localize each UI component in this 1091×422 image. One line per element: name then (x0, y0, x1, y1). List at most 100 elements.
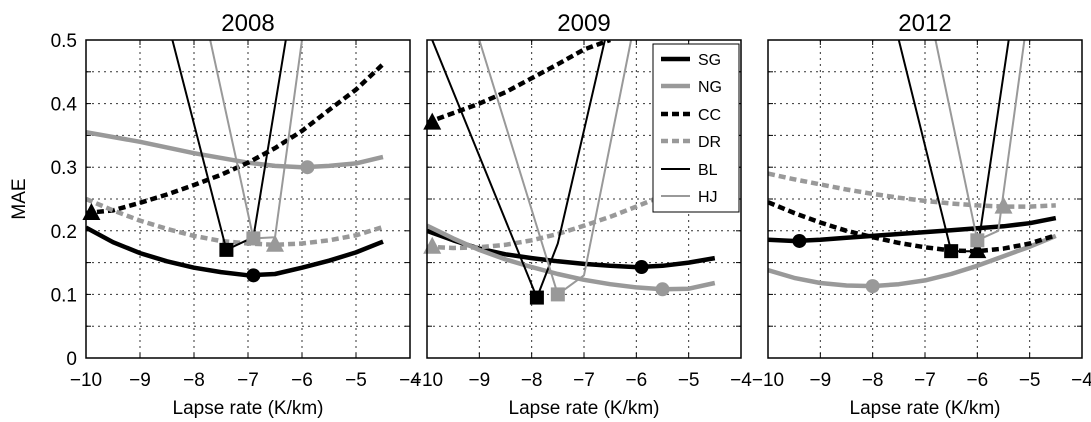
grid-2008 (85, 39, 411, 359)
legend-entry-sg: SG (661, 52, 721, 69)
y-axis-label: MAE (9, 178, 30, 219)
x-tick-label: −7 (914, 370, 936, 391)
min-marker-hj (970, 233, 985, 248)
legend-entry-ng: NG (661, 79, 722, 96)
panel-2012: −10 −9 −8 −7 −6 −5 −4 2012 Lapse rate (K/km) (752, 10, 1091, 419)
min-marker-sg (792, 233, 807, 248)
min-marker-bl (219, 242, 234, 257)
min-marker-sg (246, 268, 261, 283)
legend-entry-cc: CC (661, 107, 721, 124)
legend-entry-hj: HJ (661, 189, 718, 206)
y-tick-label: 0 (66, 349, 77, 370)
legend-label-ng: NG (698, 79, 722, 96)
series-line-dr (86, 196, 384, 248)
x-tick-label: −6 (625, 370, 647, 391)
series-line-bl (897, 40, 1010, 253)
y-tick-label: 0.1 (51, 285, 77, 306)
legend-label-hj: HJ (698, 189, 718, 206)
min-markers-2008 (82, 160, 315, 283)
panel-2008: −10 −9 −8 −7 −6 −5 −4 0 0.1 0.2 0.3 0.4 0.5 2008 La… (9, 10, 421, 419)
x-tick-label: −9 (468, 370, 490, 391)
panel-title-2012: 2012 (898, 10, 951, 37)
series-line-hj (478, 40, 633, 296)
series-line-cc (427, 40, 611, 125)
x-tick-label: −6 (291, 370, 313, 391)
x-tick-label: −9 (129, 370, 151, 391)
plot-frame-2008 (85, 39, 411, 359)
x-tick-label: −9 (809, 370, 831, 391)
legend-label-bl: BL (698, 162, 718, 179)
series-line-cc (86, 62, 385, 216)
x-axis-label-2008: Lapse rate (K/km) (173, 398, 324, 419)
plot-frame-2012 (767, 39, 1083, 359)
x-tick-label: −4 (1071, 370, 1091, 391)
x-tick-label: −5 (1019, 370, 1041, 391)
series-lines-2008 (86, 40, 385, 278)
series-line-bl (431, 40, 606, 299)
min-marker-ng (655, 282, 670, 297)
x-tick-label: −8 (183, 370, 205, 391)
min-marker-ng (865, 279, 880, 294)
x-tick-label: −10 (752, 370, 784, 391)
plot-frame-2009 (426, 39, 742, 359)
min-marker-bl (529, 290, 544, 305)
series-line-hj (209, 40, 303, 240)
legend: SG NG CC DR BL HJ (652, 43, 740, 213)
y-tick-label: 0.5 (51, 31, 77, 52)
series-lines-2012 (768, 40, 1057, 289)
series-line-cc (768, 200, 1057, 254)
min-marker-cc (968, 241, 987, 259)
min-marker-dr (266, 234, 284, 252)
panel-title-2009: 2009 (557, 10, 610, 37)
x-tick-label: −5 (678, 370, 700, 391)
min-marker-sg (634, 260, 649, 275)
x-tick-labels-2008: −10 −9 −8 −7 −6 −5 −4 (70, 370, 421, 391)
series-line-ng (427, 223, 716, 292)
series-line-dr (427, 193, 664, 251)
min-marker-cc (82, 202, 101, 220)
min-marker-ng (300, 160, 315, 175)
legend-label-sg: SG (698, 52, 721, 69)
y-tick-labels-2008: 0 0.1 0.2 0.3 0.4 0.5 (51, 31, 78, 370)
x-tick-labels-2012: −10 −9 −8 −7 −6 −5 −4 (752, 370, 1091, 391)
legend-entry-bl: BL (661, 162, 718, 179)
x-tick-label: −4 (399, 370, 421, 391)
x-tick-label: −5 (345, 370, 367, 391)
legend-label-cc: CC (698, 107, 721, 124)
legend-box (652, 43, 740, 213)
y-tick-label: 0.4 (51, 95, 78, 116)
series-line-sg (86, 225, 384, 278)
series-line-ng (768, 233, 1057, 289)
series-line-sg (427, 228, 716, 270)
x-tick-label: −4 (730, 370, 752, 391)
x-tick-label: −8 (862, 370, 884, 391)
y-tick-label: 0.3 (51, 158, 77, 179)
x-tick-label: −6 (966, 370, 988, 391)
series-line-hj (934, 40, 1026, 242)
x-tick-labels-2009: −10 −9 −8 −7 −6 −5 −4 (411, 370, 752, 391)
x-axis-label-2009: Lapse rate (K/km) (509, 398, 660, 419)
y-tick-label: 0.2 (51, 222, 77, 243)
series-line-ng (86, 129, 384, 170)
series-line-bl (171, 40, 287, 251)
x-tick-label: −8 (521, 370, 543, 391)
min-markers-2009 (423, 112, 670, 305)
min-marker-hj (246, 231, 261, 246)
x-axis-label-2012: Lapse rate (K/km) (850, 398, 1001, 419)
min-marker-bl (944, 244, 959, 259)
panel-2009: −10 −9 −8 −7 −6 −5 −4 2009 Lapse rate (K/km) S… (411, 10, 752, 419)
min-markers-2012 (792, 196, 1013, 294)
panel-title-2008: 2008 (221, 10, 274, 37)
series-line-dr (768, 171, 1056, 209)
legend-label-dr: DR (698, 134, 721, 151)
min-marker-dr (994, 196, 1013, 214)
x-tick-label: −7 (237, 370, 259, 391)
x-tick-label: −10 (411, 370, 443, 391)
x-tick-label: −7 (573, 370, 595, 391)
x-tick-label: −10 (70, 370, 102, 391)
min-marker-cc (423, 112, 442, 130)
series-line-sg (768, 215, 1057, 244)
min-marker-hj (550, 287, 565, 302)
legend-entry-dr: DR (661, 134, 721, 151)
